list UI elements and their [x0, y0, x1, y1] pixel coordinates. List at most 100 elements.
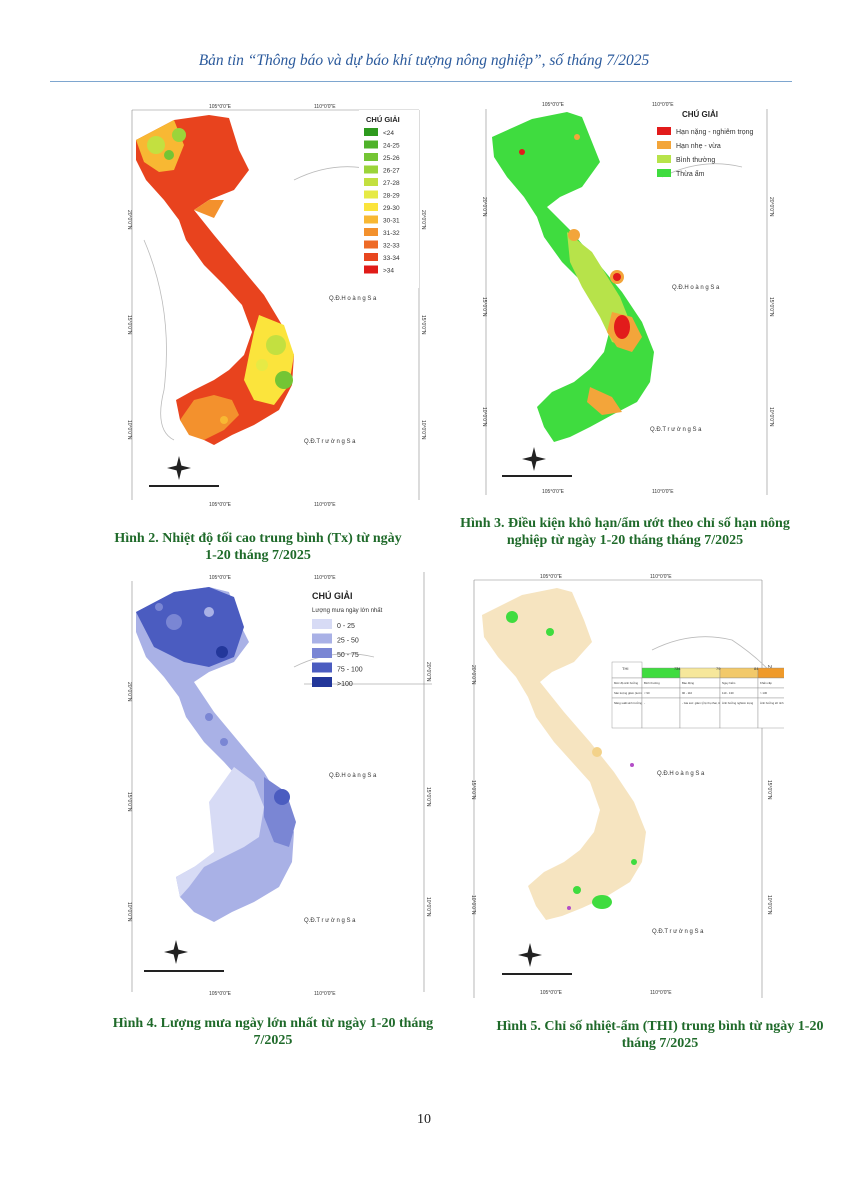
fig2-legend-label: >34: [383, 268, 394, 275]
svg-text:20°0'0"N: 20°0'0"N: [768, 197, 774, 217]
caption-figure-5: Hình 5. Chỉ số nhiệt-ẩm (THI) trung bình…: [496, 1019, 824, 1051]
north-arrow-icon: [167, 456, 191, 480]
thi-header-cell: 74: [676, 666, 681, 671]
drought-map: 105°0'0"E 110°0'0"E 105°0'0"E 110°0'0"E …: [482, 97, 782, 497]
map-figure-5: 105°0'0"E 110°0'0"E 105°0'0"E 110°0'0"E …: [472, 570, 784, 1000]
map-figure-2: 105°0'0"E 110°0'0"E 105°0'0"E 110°0'0"E …: [114, 100, 432, 510]
fig2-legend-label: <24: [383, 130, 394, 137]
svg-text:20°0'0"N: 20°0'0"N: [482, 197, 487, 217]
fig2-legend-label: 30-31: [383, 218, 400, 225]
svg-text:20°0'0"N: 20°0'0"N: [420, 210, 426, 230]
svg-text:110°0'0"E: 110°0'0"E: [314, 502, 336, 508]
svg-text:CHÚ GIẢI: CHÚ GIẢI: [366, 115, 400, 124]
fig2-legend-swatch: [364, 240, 378, 249]
fig3-legend-swatch: [657, 155, 671, 163]
map-figure-3: 105°0'0"E 110°0'0"E 105°0'0"E 110°0'0"E …: [482, 97, 782, 497]
svg-text:105°0'0"E: 105°0'0"E: [209, 575, 232, 581]
thi-cell: -: [644, 701, 645, 705]
svg-text:10°0'0"N: 10°0'0"N: [472, 895, 476, 915]
fig2-legend-swatch: [364, 228, 378, 236]
fig2-legend-label: 33-34: [383, 255, 400, 262]
caption-figure-2: Hình 2. Nhiệt độ tối cao trung bình (Tx)…: [114, 531, 402, 563]
svg-text:20°0'0"N: 20°0'0"N: [126, 210, 132, 230]
svg-text:15°0'0"N: 15°0'0"N: [425, 787, 431, 807]
fig2-legend-swatch: [364, 178, 378, 186]
fig3-legend-label: Hạn nhẹ - vừa: [676, 143, 721, 150]
fig4-legend-label: 50 - 75: [337, 652, 359, 659]
rainfall-map: 105°0'0"E 110°0'0"E 105°0'0"E 110°0'0"E …: [114, 567, 432, 999]
thi-header-cell: 84: [754, 666, 759, 671]
caption-figure-3: Hình 3. Điều kiện khô hạn/ẩm ướt theo ch…: [460, 516, 790, 548]
svg-text:20°0'0"N: 20°0'0"N: [472, 665, 476, 685]
fig3-legend-swatch: [657, 141, 671, 149]
svg-text:Q.Đ.H o à n g S a: Q.Đ.H o à n g S a: [657, 771, 705, 777]
svg-text:Q.Đ.H o à n g S a: Q.Đ.H o à n g S a: [329, 773, 377, 779]
thi-cell: Ảnh hưởng tới tính mạng: [760, 700, 784, 705]
fig4-legend-label: 0 - 25: [337, 623, 355, 630]
svg-text:10°0'0"N: 10°0'0"N: [766, 895, 772, 915]
thi-header-cell: 79: [716, 666, 721, 671]
fig2-legend-label: 29-30: [383, 205, 400, 212]
fig2-legend-label: 27-28: [383, 180, 400, 187]
fig4-legend-swatch: [312, 648, 332, 658]
fig2-legend-swatch: [364, 265, 378, 274]
fig2-legend-swatch: [364, 190, 378, 199]
svg-text:Q.Đ.T r ư ờ n g S a: Q.Đ.T r ư ờ n g S a: [650, 427, 702, 433]
thi-cell: - Gia súc: giảm tỷ lệ thụ thai, tốc độ s…: [682, 701, 741, 705]
svg-text:15°0'0"N: 15°0'0"N: [126, 792, 132, 812]
svg-text:110°0'0"E: 110°0'0"E: [314, 104, 336, 110]
thi-cell: < 90: [644, 691, 650, 695]
svg-text:110°0'0"E: 110°0'0"E: [314, 575, 336, 581]
fig2-legend-label: 24-25: [383, 143, 400, 150]
svg-text:Lượng mưa ngày lớn nhất: Lượng mưa ngày lớn nhất: [312, 608, 383, 614]
svg-text:15°0'0"N: 15°0'0"N: [472, 780, 476, 800]
north-arrow-icon: [164, 940, 188, 964]
svg-text:110°0'0"E: 110°0'0"E: [314, 991, 336, 997]
svg-text:Q.Đ.T r ư ờ n g S a: Q.Đ.T r ư ờ n g S a: [304, 439, 356, 445]
fig3-legend-label: Hạn nặng - nghiêm trọng: [676, 129, 754, 136]
svg-text:20°0'0"N: 20°0'0"N: [126, 682, 132, 702]
fig2-legend-swatch: [364, 253, 378, 261]
fig4-legend-swatch: [312, 619, 332, 629]
fig2-legend-swatch: [364, 128, 378, 136]
svg-text:110°0'0"E: 110°0'0"E: [650, 990, 672, 996]
temperature-map: 105°0'0"E 110°0'0"E 105°0'0"E 110°0'0"E …: [114, 100, 432, 510]
svg-text:20°0'0"N: 20°0'0"N: [425, 662, 431, 682]
svg-text:105°0'0"E: 105°0'0"E: [209, 991, 232, 997]
thi-cell: Năng suất sinh trưởng: [614, 701, 642, 705]
svg-text:110°0'0"E: 110°0'0"E: [652, 489, 674, 495]
thi-cell: Nguy hiểm: [722, 681, 736, 685]
fig3-legend-label: Thừa ẩm: [676, 170, 705, 178]
fig2-legend-swatch: [364, 165, 378, 174]
svg-text:10°0'0"N: 10°0'0"N: [482, 407, 487, 427]
svg-text:10°0'0"N: 10°0'0"N: [425, 897, 431, 917]
thi-cell: > 130: [760, 691, 768, 695]
svg-text:105°0'0"E: 105°0'0"E: [209, 502, 232, 508]
fig2-legend-label: 32-33: [383, 243, 400, 250]
scale-bar: [149, 485, 219, 487]
fig3-legend-swatch: [657, 127, 671, 135]
thi-cell: 110 - 130: [722, 691, 734, 695]
thi-cell: Sản lượng giảm (tương đối): [614, 691, 649, 695]
fig4-legend-label: 25 - 50: [337, 638, 359, 645]
caption-figure-4: Hình 4. Lượng mưa ngày lớn nhất từ ngày …: [112, 1016, 434, 1048]
svg-text:15°0'0"N: 15°0'0"N: [482, 297, 487, 317]
svg-text:105°0'0"E: 105°0'0"E: [542, 102, 565, 108]
svg-text:110°0'0"E: 110°0'0"E: [650, 574, 672, 580]
fig4-legend-label: 75 - 100: [337, 667, 363, 674]
fig3-legend-swatch: [657, 169, 671, 177]
fig4-legend-swatch: [312, 633, 332, 644]
north-arrow-icon: [518, 943, 542, 967]
svg-text:105°0'0"E: 105°0'0"E: [540, 990, 563, 996]
thi-cell: Ảnh hưởng nghiêm trọng: [722, 700, 754, 705]
svg-text:105°0'0"E: 105°0'0"E: [542, 489, 565, 495]
fig3-legend-label: Bình thường: [676, 157, 715, 164]
svg-text:15°0'0"N: 15°0'0"N: [766, 780, 772, 800]
svg-text:105°0'0"E: 105°0'0"E: [540, 574, 563, 580]
svg-text:Q.Đ.H o à n g S a: Q.Đ.H o à n g S a: [329, 296, 377, 302]
svg-text:Q.Đ.H o à n g S a: Q.Đ.H o à n g S a: [672, 285, 720, 291]
fig2-legend-swatch: [364, 153, 378, 161]
fig2-legend-swatch: [364, 203, 378, 211]
svg-text:CHÚ GIẢI: CHÚ GIẢI: [682, 110, 718, 119]
